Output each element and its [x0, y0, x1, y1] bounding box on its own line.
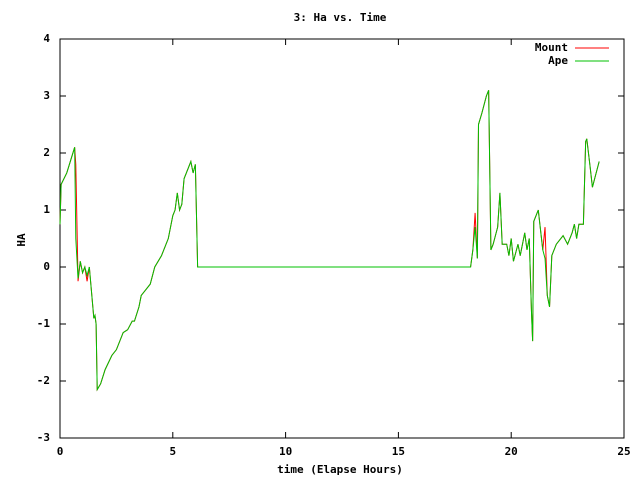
chart-title: 3: Ha vs. Time: [294, 11, 387, 24]
x-tick-label: 10: [279, 445, 292, 458]
x-tick-label: 0: [57, 445, 64, 458]
plot-border: [59, 38, 625, 439]
x-tick-label: 20: [505, 445, 518, 458]
legend-label: Mount: [535, 41, 568, 54]
x-tick-label: 5: [169, 445, 176, 458]
y-tick-label: 4: [43, 32, 50, 45]
x-axis-label: time (Elapse Hours): [277, 463, 403, 476]
legend-label: Ape: [548, 54, 568, 67]
y-axis-label: HA: [15, 233, 28, 247]
y-tick-label: 2: [43, 146, 50, 159]
series-line: [59, 90, 600, 392]
y-tick-label: -2: [37, 374, 50, 387]
y-tick-label: -3: [37, 431, 50, 444]
x-tick-label: 15: [392, 445, 405, 458]
y-tick-label: 0: [43, 260, 50, 273]
y-tick-label: 1: [43, 203, 50, 216]
y-tick-label: -1: [37, 317, 51, 330]
x-tick-label: 25: [617, 445, 630, 458]
series-line: [59, 90, 600, 392]
y-tick-label: 3: [43, 89, 50, 102]
